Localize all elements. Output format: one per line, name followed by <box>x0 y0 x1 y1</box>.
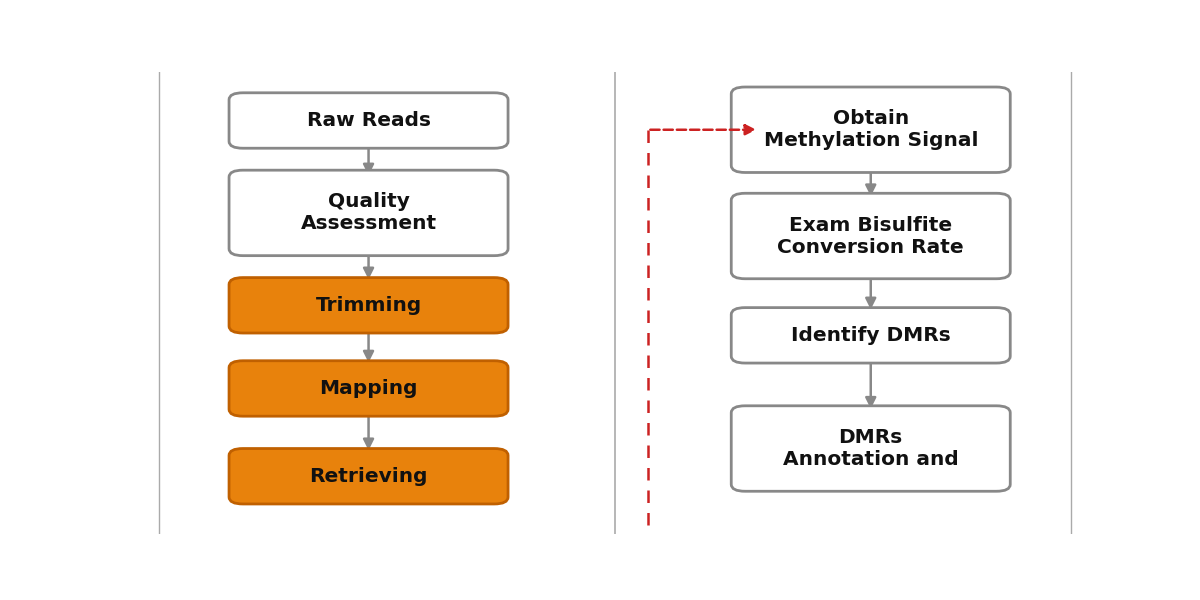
FancyBboxPatch shape <box>229 278 508 333</box>
Text: Quality
Assessment: Quality Assessment <box>300 193 437 233</box>
Text: Exam Bisulfite
Conversion Rate: Exam Bisulfite Conversion Rate <box>778 215 964 257</box>
FancyBboxPatch shape <box>229 449 508 504</box>
Text: Retrieving: Retrieving <box>310 467 427 486</box>
Text: Mapping: Mapping <box>319 379 418 398</box>
Text: Trimming: Trimming <box>316 296 421 315</box>
FancyBboxPatch shape <box>229 93 508 148</box>
Text: Obtain
Methylation Signal: Obtain Methylation Signal <box>763 109 978 150</box>
FancyBboxPatch shape <box>229 170 508 256</box>
FancyBboxPatch shape <box>731 308 1010 363</box>
Text: DMRs
Annotation and: DMRs Annotation and <box>782 428 959 469</box>
FancyBboxPatch shape <box>229 361 508 416</box>
Text: Raw Reads: Raw Reads <box>306 111 431 130</box>
FancyBboxPatch shape <box>731 406 1010 491</box>
FancyBboxPatch shape <box>731 193 1010 279</box>
Text: Identify DMRs: Identify DMRs <box>791 326 950 345</box>
FancyBboxPatch shape <box>731 87 1010 172</box>
